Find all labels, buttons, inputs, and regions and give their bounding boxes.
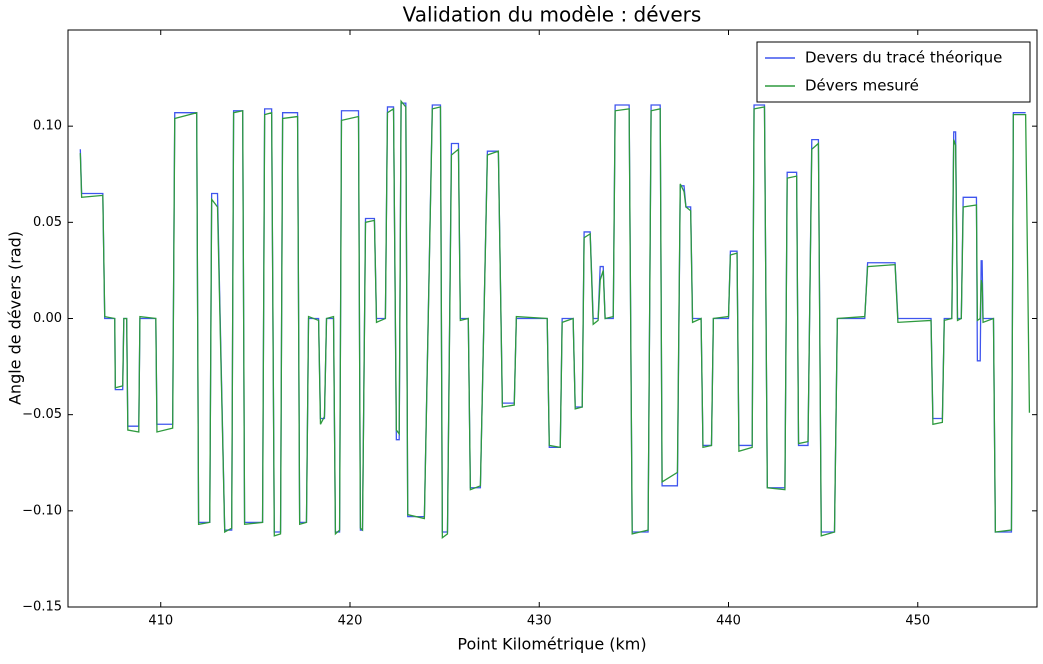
legend-label: Devers du tracé théorique <box>805 49 1002 67</box>
y-tick-label: −0.10 <box>22 503 62 518</box>
y-tick-label: 0.05 <box>33 215 62 230</box>
series-line <box>79 102 1026 533</box>
legend-label: Dévers mesuré <box>805 77 919 95</box>
y-tick-label: 0.10 <box>33 119 62 134</box>
chart-title: Validation du modèle : dévers <box>403 3 702 27</box>
x-tick-label: 420 <box>338 614 363 629</box>
y-tick-label: 0.00 <box>33 311 62 326</box>
x-tick-label: 410 <box>148 614 173 629</box>
legend: Devers du tracé théorique Dévers mesuré <box>756 41 1031 103</box>
x-tick-label: 430 <box>527 614 552 629</box>
x-axis-label: Point Kilométrique (km) <box>457 635 646 654</box>
y-tick-label: −0.05 <box>22 407 62 422</box>
y-axis-label: Angle de dévers (rad) <box>6 231 25 405</box>
x-tick-label: 450 <box>905 614 930 629</box>
y-tick-label: −0.15 <box>22 600 62 615</box>
series-line <box>79 99 1031 540</box>
x-tick-label: 440 <box>716 614 741 629</box>
plot-frame <box>67 29 1038 608</box>
legend-box <box>756 41 1031 103</box>
